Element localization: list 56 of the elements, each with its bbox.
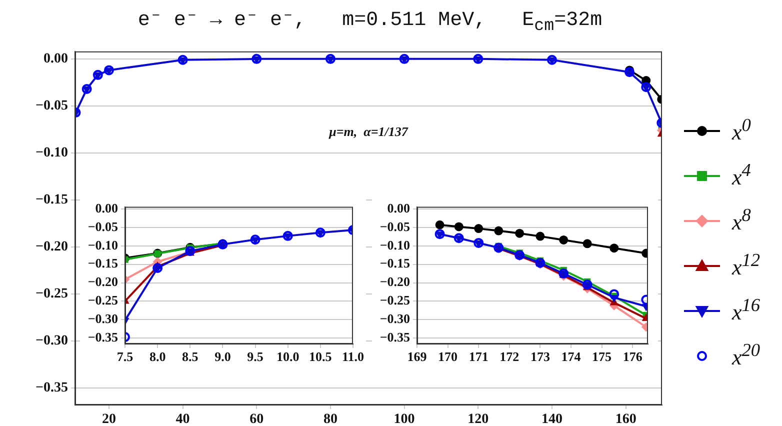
- x-tick-label: 172: [500, 349, 520, 364]
- y-tick-label: −0.25: [36, 286, 68, 302]
- x-tick-label: 9.5: [247, 349, 264, 364]
- x-tick-label: 80: [323, 412, 338, 426]
- legend-label: x$^{12}$: [732, 250, 760, 281]
- y-tick-label: −0.05: [380, 218, 410, 234]
- y-tick-label: 0.00: [44, 52, 68, 67]
- legend-label: x$^{8}$: [732, 205, 751, 236]
- y-tick-label: −0.20: [88, 274, 118, 290]
- y-tick-label: −0.15: [380, 256, 410, 271]
- chart-title: e⁻ e⁻ → e⁻ e⁻, m=0.511 MeV, E$_{cm}$=32m: [136, 8, 604, 36]
- y-tick-label: −0.25: [88, 292, 118, 308]
- x-tick-label: 176: [622, 349, 643, 364]
- y-tick-label: −0.10: [380, 237, 410, 252]
- x-tick-label: 8.0: [149, 349, 166, 364]
- legend-label: x$^{16}$: [732, 295, 760, 326]
- y-tick-label: 0.00: [95, 200, 118, 216]
- x-tick-label: 40: [176, 412, 190, 426]
- x-tick-label: 175: [592, 349, 612, 364]
- y-tick-label: −0.25: [380, 292, 410, 308]
- x-tick-label: 60: [250, 412, 264, 426]
- x-tick-label: 100: [394, 412, 415, 426]
- y-tick-label: −0.10: [36, 146, 68, 161]
- x-tick-label: 169: [407, 349, 428, 364]
- x-tick-label: 160: [615, 412, 636, 426]
- y-tick-label: −0.30: [36, 334, 68, 349]
- x-tick-label: 10.5: [309, 349, 332, 364]
- legend-label: x$^{4}$: [732, 160, 751, 191]
- x-tick-label: 8.5: [182, 349, 199, 364]
- y-tick-label: −0.30: [380, 311, 410, 326]
- y-tick-label: −0.15: [36, 192, 68, 208]
- x-tick-label: 170: [438, 349, 458, 364]
- y-tick-label: −0.30: [88, 311, 118, 326]
- x-tick-label: 9.0: [214, 349, 231, 364]
- legend-label: x$^{0}$: [732, 115, 751, 146]
- x-tick-label: 171: [468, 349, 488, 364]
- x-tick-label: 174: [561, 349, 582, 364]
- legend-label: x$^{20}$: [732, 340, 760, 371]
- y-tick-label: −0.05: [36, 98, 68, 114]
- x-tick-label: 140: [541, 412, 562, 426]
- y-tick-label: −0.35: [36, 380, 68, 396]
- x-tick-label: 20: [102, 412, 116, 426]
- annotation: μ=m, α=1/137: [328, 124, 408, 140]
- y-tick-label: −0.35: [380, 329, 410, 344]
- x-tick-label: 173: [530, 349, 550, 364]
- y-tick-label: −0.20: [36, 240, 68, 255]
- y-tick-label: −0.20: [380, 274, 410, 290]
- x-tick-label: 120: [468, 412, 489, 426]
- x-tick-label: 10.0: [276, 349, 300, 364]
- x-tick-label: 7.5: [116, 349, 134, 364]
- y-tick-label: −0.05: [88, 218, 118, 234]
- x-tick-label: 11.0: [342, 349, 364, 364]
- y-tick-label: −0.10: [88, 237, 118, 252]
- y-tick-label: −0.15: [88, 256, 118, 271]
- y-tick-label: −0.35: [88, 329, 118, 344]
- y-tick-label: 0.00: [387, 200, 410, 216]
